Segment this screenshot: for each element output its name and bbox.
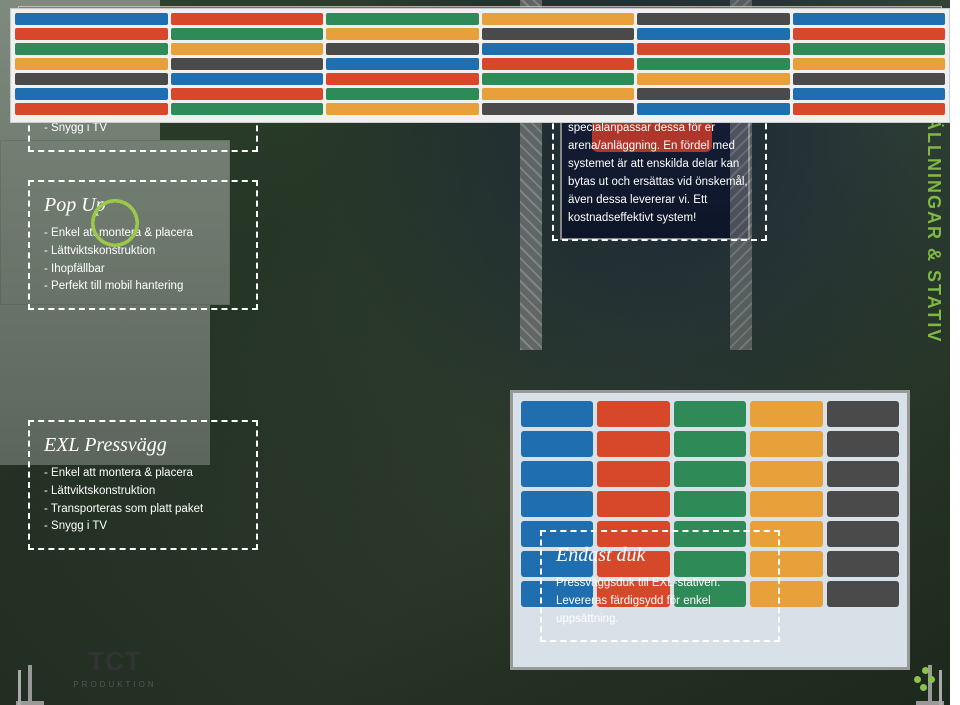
feature-item: Ihopfällbar [44,261,242,279]
feature-item: Enkel att montera & placera [44,465,242,483]
card-body: Pressväggsduk till EXL-stativen. Leverer… [556,575,764,628]
feature-item: Snygg i TV [44,120,242,138]
tct-logo-icon [85,193,145,253]
footer-logo-icon [908,667,938,691]
section-tab: STÄLLNINGAR & STATIV [923,90,944,343]
card-endast-duk: Endast duk Pressväggsduk till EXL-stativ… [540,530,780,642]
feature-item: Perfekt till mobil hantering [44,278,242,296]
feature-list: Enkel att montera & placera Lättviktskon… [44,465,242,536]
card-title: Endast duk [556,544,764,567]
feature-item: Snygg i TV [44,518,242,536]
card-title: EXL Pressvägg [44,434,242,457]
feature-item: Transporteras som platt paket [44,501,242,519]
feature-item: Lättviktskonstruktion [44,483,242,501]
card-exl-pressvagg: EXL Pressvägg Enkel att montera & placer… [28,420,258,550]
side-stripe [950,0,960,705]
